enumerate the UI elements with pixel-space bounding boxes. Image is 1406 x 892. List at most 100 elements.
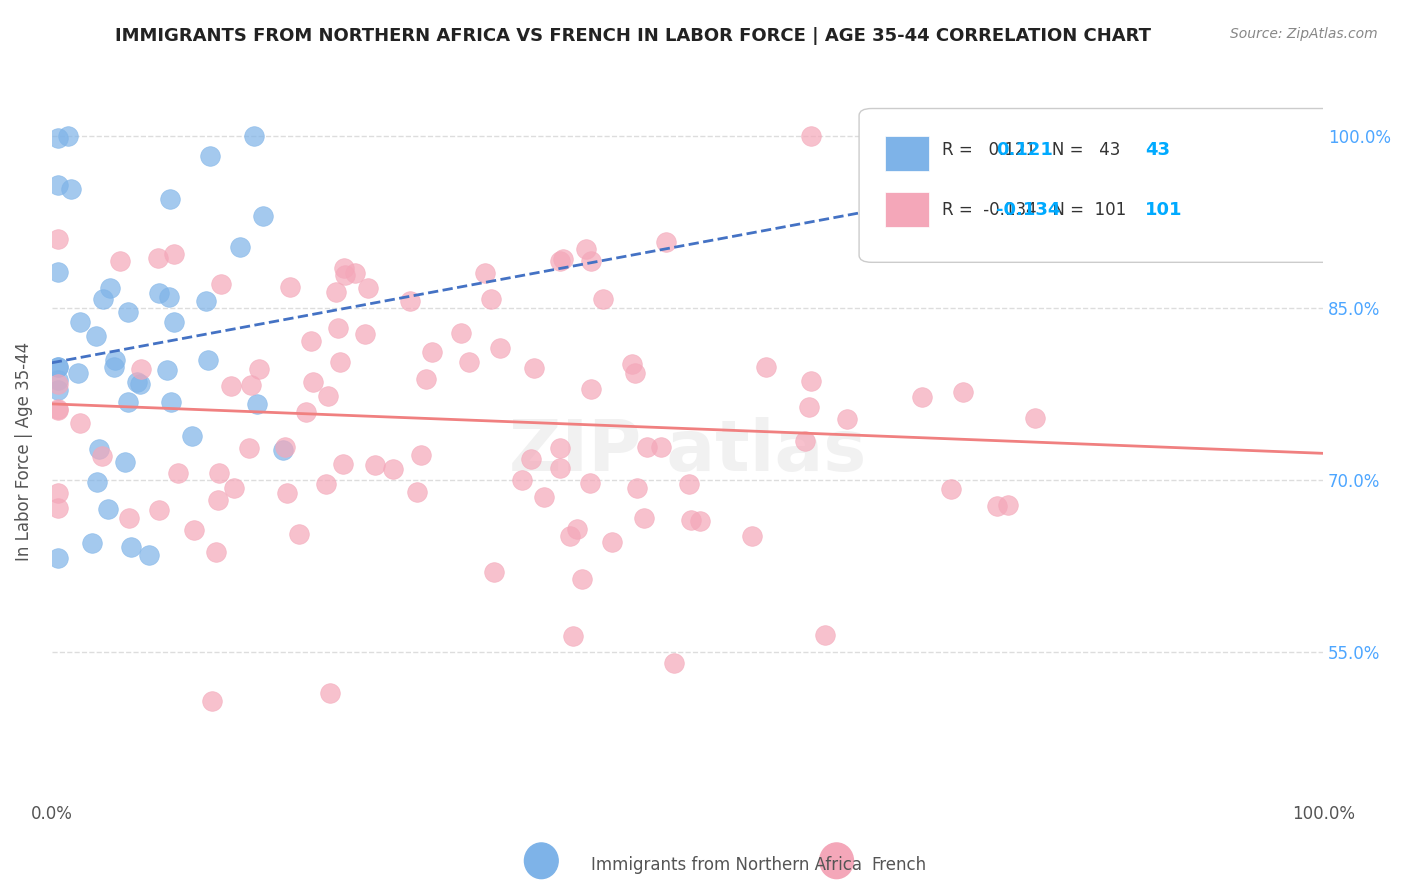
Point — [243, 128, 266, 143]
Point — [127, 376, 149, 390]
Point — [87, 442, 110, 456]
Point — [157, 290, 180, 304]
Point — [678, 476, 700, 491]
Point — [415, 372, 437, 386]
Point — [579, 475, 602, 490]
Text: Immigrants from Northern Africa: Immigrants from Northern Africa — [591, 856, 862, 874]
Point — [939, 482, 962, 496]
Point — [741, 528, 763, 542]
Point — [332, 457, 354, 471]
Point — [565, 522, 588, 536]
Point — [592, 293, 614, 307]
Point — [238, 441, 260, 455]
Point — [138, 548, 160, 562]
Text: 43: 43 — [1144, 142, 1170, 160]
Point — [474, 266, 496, 280]
Text: French: French — [872, 856, 927, 874]
Point — [120, 540, 142, 554]
Circle shape — [524, 843, 558, 879]
Point — [207, 493, 229, 508]
Point — [409, 448, 432, 462]
Point — [146, 251, 169, 265]
Point — [325, 285, 347, 299]
Point — [209, 277, 232, 291]
Point — [108, 254, 131, 268]
Point — [181, 428, 204, 442]
Point — [381, 461, 404, 475]
Point — [46, 500, 69, 515]
Point — [406, 485, 429, 500]
Point — [800, 128, 823, 143]
Point — [86, 475, 108, 489]
Point — [249, 362, 271, 376]
Point — [118, 511, 141, 525]
Point — [354, 326, 377, 341]
Bar — [884, 136, 929, 171]
Point — [69, 315, 91, 329]
Point — [198, 149, 221, 163]
Point — [82, 536, 104, 550]
Text: IMMIGRANTS FROM NORTHERN AFRICA VS FRENCH IN LABOR FORCE | AGE 35-44 CORRELATION: IMMIGRANTS FROM NORTHERN AFRICA VS FRENC… — [115, 27, 1150, 45]
Point — [333, 261, 356, 276]
Point — [46, 401, 69, 416]
Point — [654, 235, 676, 249]
Point — [46, 377, 69, 392]
Point — [755, 359, 778, 374]
Point — [333, 268, 356, 283]
Point — [510, 473, 533, 487]
Point — [997, 498, 1019, 512]
FancyBboxPatch shape — [859, 109, 1336, 262]
Point — [246, 397, 269, 411]
Circle shape — [820, 843, 853, 879]
Text: -0.134: -0.134 — [997, 201, 1060, 219]
Point — [329, 355, 352, 369]
Point — [252, 209, 274, 223]
Point — [571, 572, 593, 586]
Point — [523, 361, 546, 376]
Point — [104, 352, 127, 367]
Point — [344, 266, 367, 280]
Point — [626, 481, 648, 495]
Point — [271, 442, 294, 457]
Point — [183, 524, 205, 538]
Point — [201, 694, 224, 708]
Point — [579, 382, 602, 396]
Point — [46, 359, 69, 374]
Point — [562, 628, 585, 642]
Y-axis label: In Labor Force | Age 35-44: In Labor Force | Age 35-44 — [15, 342, 32, 561]
Point — [208, 466, 231, 480]
Point — [799, 400, 821, 414]
Point — [835, 412, 858, 426]
Point — [633, 511, 655, 525]
Point — [318, 686, 340, 700]
Point — [299, 334, 322, 349]
Point — [579, 254, 602, 268]
Point — [911, 390, 934, 404]
Point — [575, 242, 598, 256]
Point — [600, 535, 623, 549]
Point — [117, 395, 139, 409]
Point — [986, 499, 1008, 513]
Point — [315, 477, 337, 491]
Point — [681, 513, 703, 527]
Point — [316, 389, 339, 403]
Point — [800, 374, 823, 388]
Point — [129, 362, 152, 376]
Point — [287, 527, 309, 541]
Point — [46, 265, 69, 279]
Bar — [884, 193, 929, 227]
Point — [548, 441, 571, 455]
Point — [160, 394, 183, 409]
Point — [222, 481, 245, 495]
Point — [46, 360, 69, 375]
Text: 0.121: 0.121 — [997, 142, 1053, 160]
Point — [46, 373, 69, 387]
Point — [162, 247, 184, 261]
Point — [482, 565, 505, 579]
Point — [295, 405, 318, 419]
Point — [91, 293, 114, 307]
Point — [197, 352, 219, 367]
Point — [159, 192, 181, 206]
Point — [952, 384, 974, 399]
Point — [689, 514, 711, 528]
